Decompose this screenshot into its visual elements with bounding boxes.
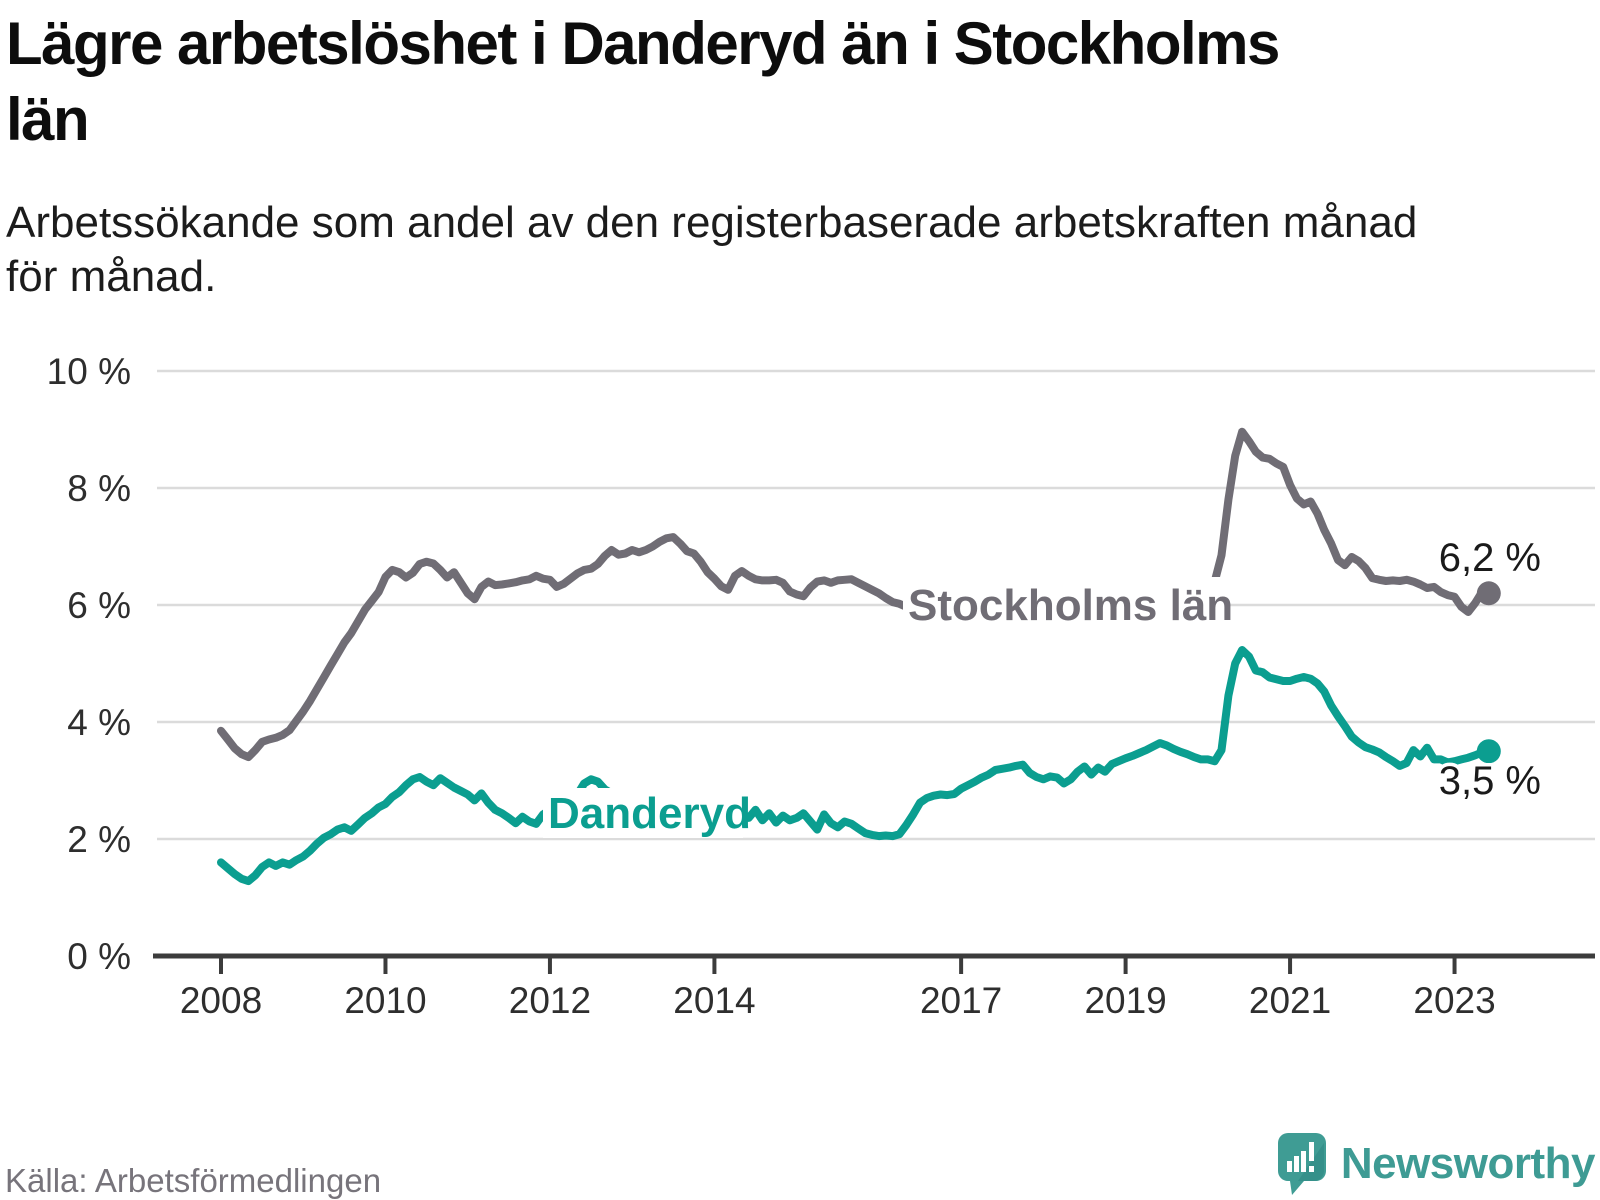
bar-icon-medium <box>1293 1156 1299 1172</box>
y-tick-label-0: 0 % <box>67 936 131 977</box>
series-label-bg-danderyd <box>543 788 743 838</box>
x-tick-label-2012: 2012 <box>509 980 591 1021</box>
series-label-stockholms-lan: Stockholms län <box>908 581 1233 630</box>
series-line-stockholms-lan <box>217 427 1493 762</box>
end-dot-stockholms-lan <box>1476 581 1501 606</box>
source-note: Källa: Arbetsförmedlingen <box>5 1162 382 1199</box>
end-value-label-danderyd: 3,5 % <box>1439 759 1541 803</box>
bar-icon-small <box>1286 1161 1292 1172</box>
y-tick-label-2: 2 % <box>67 819 131 860</box>
subtitle-line-2: för månad. <box>6 252 217 301</box>
subtitle-line-1: Arbetssökande som andel av den registerb… <box>6 198 1418 247</box>
x-tick-label-2021: 2021 <box>1249 980 1331 1021</box>
y-tick-label-6: 6 % <box>67 585 131 626</box>
newsworthy-speech-bubble-chart-icon <box>1277 1133 1326 1195</box>
title-line-2: län <box>6 86 90 153</box>
x-tick-label-2014: 2014 <box>673 980 755 1021</box>
y-tick-label-10: 10 % <box>47 351 131 392</box>
x-tick-label-2023: 2023 <box>1413 980 1495 1021</box>
series-label-danderyd: Danderyd <box>548 789 751 838</box>
exclamation-bar-icon <box>1308 1142 1314 1161</box>
y-tick-label-8: 8 % <box>67 468 131 509</box>
exclamation-dot-icon <box>1308 1166 1314 1172</box>
x-tick-label-2010: 2010 <box>344 980 426 1021</box>
x-tick-label-2017: 2017 <box>920 980 1002 1021</box>
newsworthy-brand: Newsworthy <box>1277 1133 1596 1195</box>
x-tick-label-2008: 2008 <box>180 980 262 1021</box>
series-line-danderyd <box>217 646 1493 886</box>
brand-name: Newsworthy <box>1340 1139 1596 1188</box>
x-tick-label-2019: 2019 <box>1084 980 1166 1021</box>
title-line-1: Lägre arbetslöshet i Danderyd än i Stock… <box>6 10 1280 77</box>
end-dot-danderyd <box>1476 739 1501 764</box>
end-value-label-stockholms-lan: 6,2 % <box>1439 536 1541 580</box>
y-tick-label-4: 4 % <box>67 702 131 743</box>
series-label-bg-stockholms-lan <box>903 577 1230 632</box>
page-title: Lägre arbetslöshet i Danderyd än i Stock… <box>6 6 1586 158</box>
bar-icon-large <box>1300 1151 1306 1172</box>
chart-subtitle: Arbetssökande som andel av den registerb… <box>6 196 1576 304</box>
